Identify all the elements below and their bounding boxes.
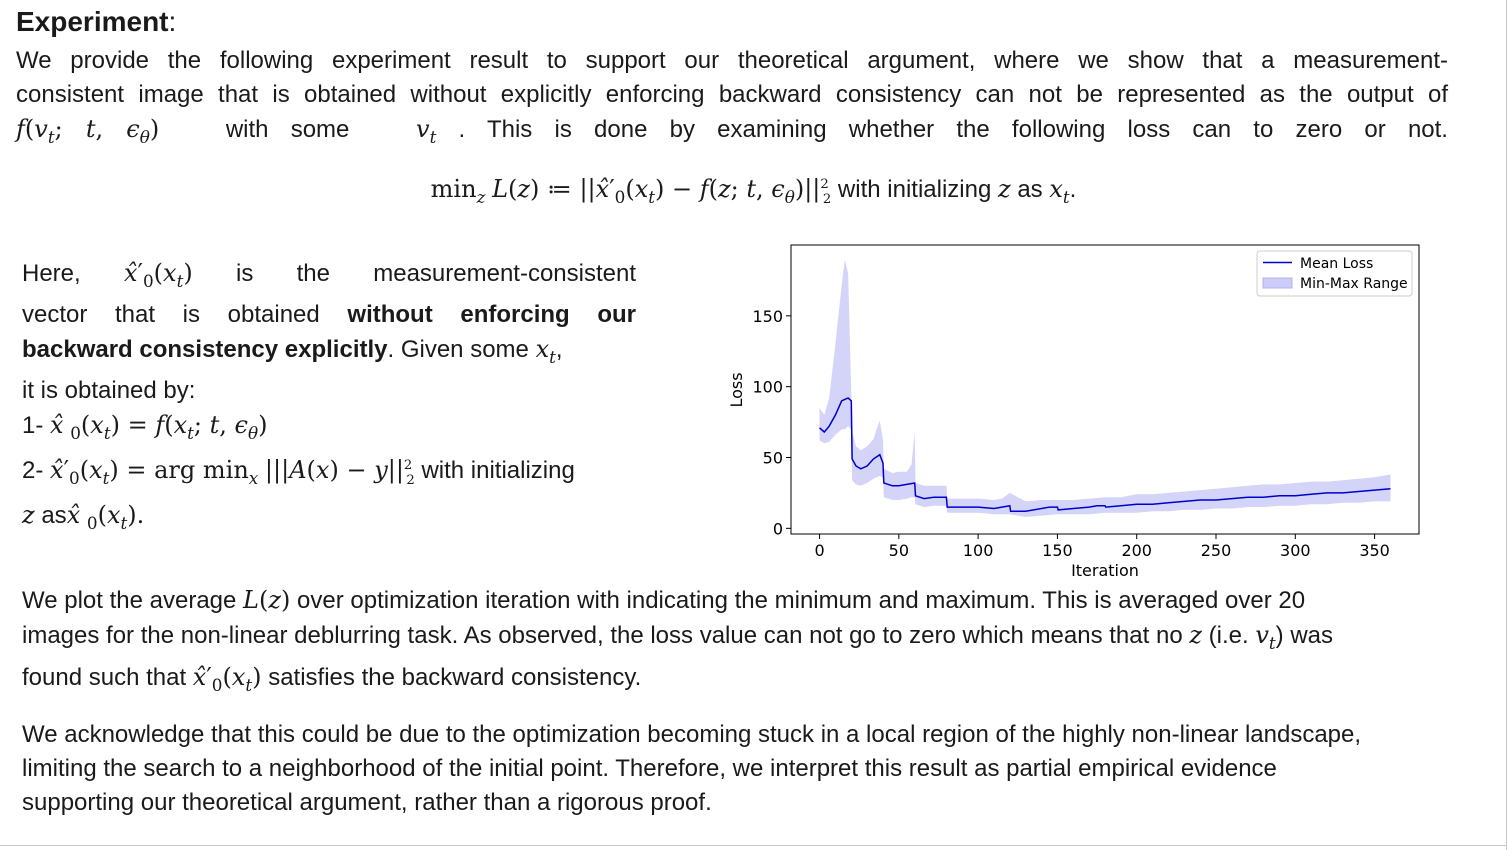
left-description: Here, x̂′0(xt) is the measurement-consis… <box>22 256 636 540</box>
step-1: 1- x̂ 0(xt) = f(xt; t, ϵθ) <box>22 410 268 443</box>
x-tick-label: 300 <box>1280 541 1311 560</box>
mean-loss-line <box>819 397 1391 513</box>
bottom-border <box>0 845 1507 846</box>
results-paragraph: We plot the average L(z) over optimizati… <box>22 586 1334 695</box>
intro-line-3: f(vt; t, ϵθ) with some vt . This is done… <box>16 115 1448 147</box>
x-tick-label: 50 <box>889 541 909 560</box>
intro-line-2: consistent image that is obtained withou… <box>16 81 1448 108</box>
intro-line-1: We provide the following experiment resu… <box>16 47 1448 74</box>
y-tick-label: 100 <box>752 378 783 397</box>
intro-paragraph: We provide the following experiment resu… <box>16 44 1448 154</box>
y-tick-label: 150 <box>752 307 783 326</box>
y-axis-label: Loss <box>727 372 746 407</box>
heading-title: Experiment <box>16 6 169 37</box>
legend-label-range: Min-Max Range <box>1300 276 1408 292</box>
f-of-vt-formula: f <box>16 115 25 143</box>
min-max-range-band <box>819 259 1391 517</box>
x-tick-label: 200 <box>1121 541 1152 560</box>
section-heading: Experiment: <box>16 6 176 38</box>
step-2-cont: z asx̂ 0(xt). <box>22 501 145 533</box>
x-tick-label: 100 <box>963 541 994 560</box>
x-tick-label: 350 <box>1359 541 1390 560</box>
ack-line-2: limiting the search to a neighborhood of… <box>22 755 1277 782</box>
x-axis-label: Iteration <box>1071 561 1139 580</box>
left-line-2: vector that is obtained without enforcin… <box>22 300 636 328</box>
x-tick-label: 250 <box>1201 541 1232 560</box>
x-tick-label: 0 <box>814 541 824 560</box>
legend: Mean Loss Min-Max Range <box>1256 250 1413 297</box>
y-tick-label: 0 <box>773 519 783 538</box>
left-line-3: backward consistency explicitly. Given s… <box>22 334 563 367</box>
y-tick-label: 50 <box>763 449 783 468</box>
loss-equation: minz L(z) ≔ ||x̂′0(xt) − f(z; t, ϵθ)||22… <box>430 175 1077 207</box>
ack-line-1: We acknowledge that this could be due to… <box>22 721 1362 748</box>
loss-chart: 0 50 100 150 200 250 300 350 0 50 100 150 Iteratio… <box>727 244 1420 580</box>
legend-label-mean: Mean Loss <box>1300 256 1373 272</box>
acknowledgement-paragraph: We acknowledge that this could be due to… <box>22 718 1492 820</box>
left-line-4: it is obtained by: <box>22 376 196 404</box>
heading-colon: : <box>168 6 177 37</box>
legend-swatch-range <box>1262 277 1293 289</box>
x-tick-label: 150 <box>1042 541 1073 560</box>
left-line-1: Here, x̂′0(xt) is the measurement-consis… <box>22 259 637 291</box>
ack-line-3: supporting our theoretical argument, rat… <box>22 789 712 816</box>
step-2: 2- x̂′0(xt) = arg minx |||A(x) − y||22 w… <box>22 456 575 489</box>
